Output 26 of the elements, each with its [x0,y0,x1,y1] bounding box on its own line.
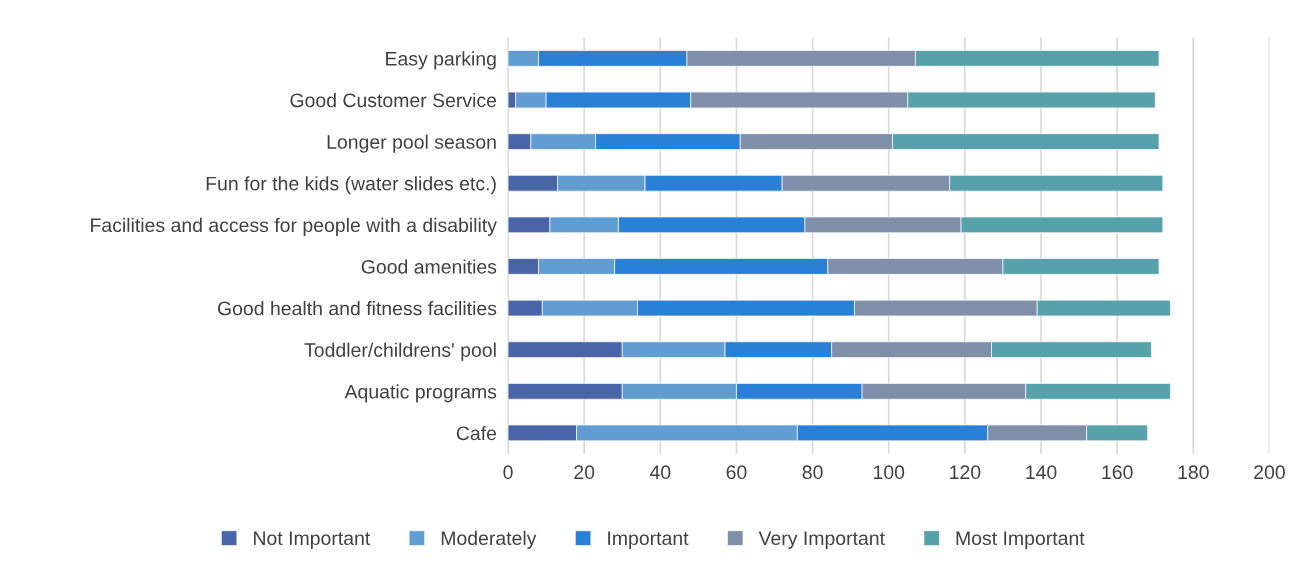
x-tick-label: 180 [1178,465,1209,480]
y-tick-label: Longer pool season [327,134,496,153]
y-tick-label: Cafe [456,425,497,441]
legend-label: Most Important [956,531,1085,549]
y-tick-label: Easy parking [386,51,496,70]
legend-label: Important [608,531,689,549]
x-tick-label: 100 [874,465,905,480]
y-tick-label: Fun for the kids (water slides etc.) [206,176,496,195]
y-tick-label: Good health and fitness facilities [217,301,497,316]
y-tick-label: Toddler/childrens' pool [304,342,496,361]
legend-label: Moderately [441,530,537,549]
y-tick-label: Aquatic programs [344,384,497,403]
x-tick-label: 60 [726,465,747,480]
legend-label: Not Important [254,531,371,549]
y-tick-label: Facilities and access for people with a disability [91,217,497,236]
y-tick-label: Good Customer Service [290,92,497,108]
x-tick-label: 160 [1102,465,1133,480]
x-tick-label: 120 [950,465,981,480]
x-tick-label: 40 [649,465,671,480]
legend-label: Very Important [758,531,885,549]
x-tick-label: 80 [802,465,823,480]
x-tick-label: 20 [574,465,595,480]
x-tick-label: 140 [1026,465,1057,480]
y-tick-label: Good amenities [361,259,497,274]
x-tick-label: 0 [503,465,513,480]
x-tick-label: 200 [1254,465,1285,480]
